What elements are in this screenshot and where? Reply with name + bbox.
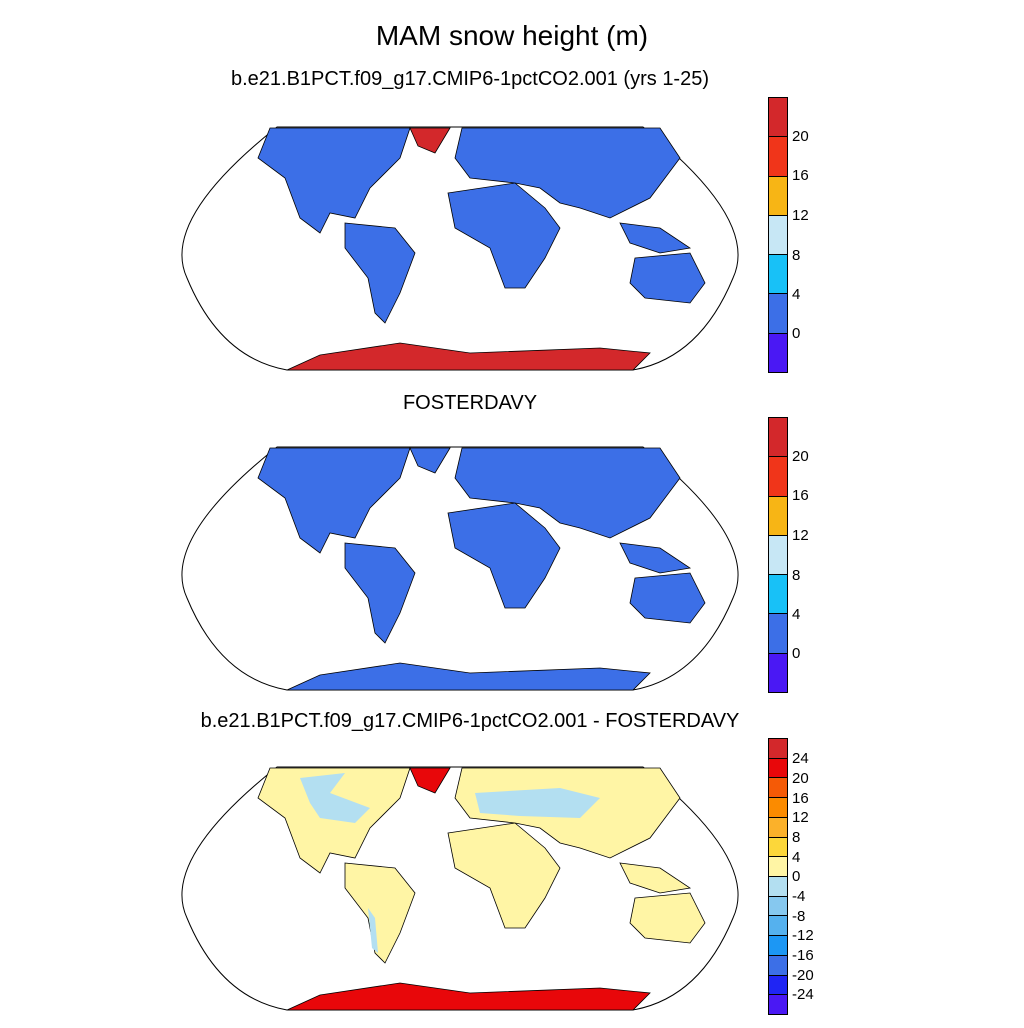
map-2-greenland (409, 447, 451, 474)
colorbar-1-label: 4 (792, 286, 801, 303)
colorbar-3-swatch (769, 816, 787, 837)
colorbar-2-label: 20 (792, 448, 809, 465)
map-1-south-america (344, 222, 416, 324)
map-3-southeast-asia (619, 862, 692, 894)
panel-2-colorbar (768, 417, 788, 693)
colorbar-2-swatch (769, 613, 787, 653)
colorbar-1-swatch (769, 98, 787, 137)
colorbar-2-swatch (769, 418, 787, 457)
colorbar-3-swatch (769, 935, 787, 955)
map-2-north-america (257, 447, 411, 554)
colorbar-3-label: -20 (792, 967, 814, 984)
map-3-greenland (409, 767, 451, 794)
colorbar-3-label: 24 (792, 750, 809, 767)
colorbar-3-swatch (769, 876, 787, 896)
colorbar-3-label: 4 (792, 849, 801, 866)
colorbar-2-swatch (769, 534, 787, 575)
colorbar-3-swatch (769, 954, 787, 975)
colorbar-3-label: 12 (792, 809, 809, 826)
map-1-eurasia (454, 127, 681, 219)
colorbar-3-swatch (769, 915, 787, 936)
colorbar-2-swatch (769, 652, 787, 692)
colorbar-3-swatch (769, 974, 787, 995)
map-3-africa (447, 822, 561, 929)
map-3-australia (629, 892, 706, 944)
panel-1-colorbar (768, 97, 788, 373)
colorbar-2-swatch (769, 574, 787, 614)
map-1-australia (629, 252, 706, 304)
colorbar-3-label: -12 (792, 927, 814, 944)
colorbar-2-label: 12 (792, 527, 809, 544)
map-2-australia (629, 572, 706, 624)
colorbar-3-swatch (769, 757, 787, 778)
panel-3-map (181, 766, 739, 1011)
colorbar-3-label: -24 (792, 986, 814, 1003)
colorbar-1-swatch (769, 136, 787, 176)
map-2-southeast-asia (619, 542, 692, 574)
map-2-africa (447, 502, 561, 609)
colorbar-2-label: 16 (792, 487, 809, 504)
colorbar-3-label: 16 (792, 790, 809, 807)
colorbar-3-swatch (769, 895, 787, 916)
panel-2-title: FOSTERDAVY (402, 392, 538, 414)
colorbar-1-swatch (769, 254, 787, 294)
colorbar-2-swatch (769, 495, 787, 535)
colorbar-1-label: 0 (792, 325, 801, 342)
map-2-antarctica (286, 662, 651, 691)
colorbar-2-label: 4 (792, 606, 801, 623)
panel-1-map (181, 126, 739, 371)
map-1-north-america (257, 127, 411, 234)
colorbar-3-swatch (769, 797, 787, 817)
panel-3-colorbar (768, 738, 788, 1015)
colorbar-3-swatch (769, 739, 787, 758)
colorbar-1-swatch (769, 175, 787, 215)
colorbar-1-label: 20 (792, 128, 809, 145)
map-3-antarctica (286, 982, 651, 1011)
colorbar-1-swatch (769, 293, 787, 333)
colorbar-1-swatch (769, 332, 787, 372)
map-3-north-america-negative (300, 773, 370, 823)
map-1 (181, 126, 739, 371)
colorbar-3-label: -16 (792, 947, 814, 964)
colorbar-3-label: 0 (792, 868, 801, 885)
colorbar-2-label: 8 (792, 567, 801, 584)
colorbar-3-label: 8 (792, 829, 801, 846)
colorbar-3-swatch (769, 777, 787, 798)
map-2-south-america (344, 542, 416, 644)
colorbar-2-swatch (769, 456, 787, 496)
map-3-eurasia-negative (475, 788, 600, 818)
map-3-south-america (344, 862, 416, 964)
colorbar-3-label: -4 (792, 888, 806, 905)
map-3 (181, 766, 739, 1011)
colorbar-3-label: -8 (792, 908, 806, 925)
panel-1-title: b.e21.B1PCT.f09_g17.CMIP6-1pctCO2.001 (y… (230, 68, 710, 90)
colorbar-1-label: 16 (792, 167, 809, 184)
map-3-north-america (257, 767, 411, 874)
colorbar-2-label: 0 (792, 645, 801, 662)
panel-3-title: b.e21.B1PCT.f09_g17.CMIP6-1pctCO2.001 - … (200, 710, 740, 732)
map-2-eurasia (454, 447, 681, 539)
colorbar-1-swatch (769, 214, 787, 255)
colorbar-1-label: 8 (792, 247, 801, 264)
colorbar-3-swatch (769, 994, 787, 1015)
map-1-greenland (409, 127, 451, 154)
panel-2-map (181, 446, 739, 691)
map-1-southeast-asia (619, 222, 692, 254)
map-1-africa (447, 182, 561, 289)
colorbar-3-label: 20 (792, 770, 809, 787)
colorbar-3-swatch (769, 836, 787, 857)
map-2 (181, 446, 739, 691)
colorbar-3-swatch (769, 856, 787, 877)
figure-title: MAM snow height (m) (375, 20, 649, 51)
map-1-antarctica (286, 342, 651, 371)
map-3-andes-negative (368, 908, 378, 953)
colorbar-1-label: 12 (792, 207, 809, 224)
